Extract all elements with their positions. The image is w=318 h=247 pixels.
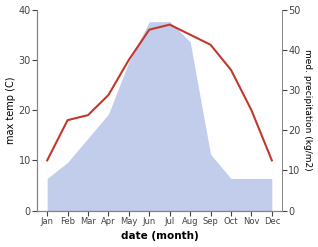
Y-axis label: med. precipitation (kg/m2): med. precipitation (kg/m2) bbox=[303, 49, 313, 171]
Y-axis label: max temp (C): max temp (C) bbox=[5, 76, 16, 144]
X-axis label: date (month): date (month) bbox=[121, 231, 198, 242]
